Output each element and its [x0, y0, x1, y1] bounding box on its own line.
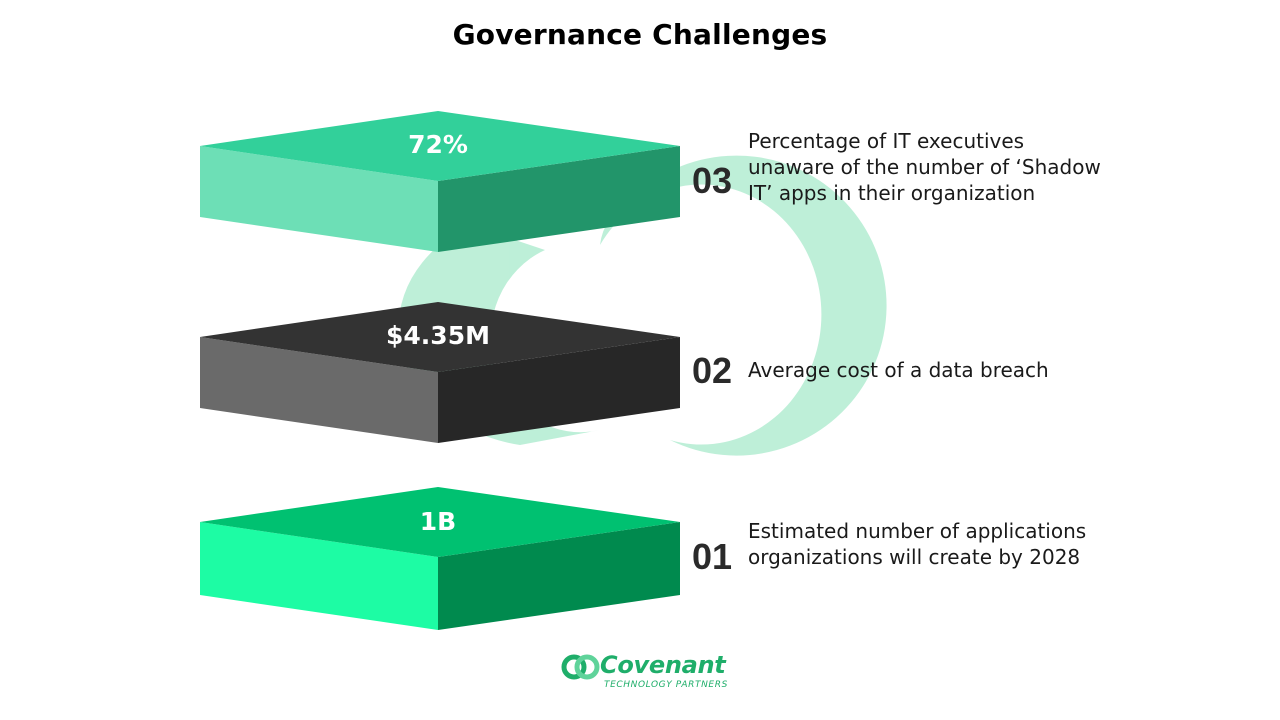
watermark-ring-right [600, 155, 887, 456]
tier-02-top-face [200, 302, 680, 372]
tier-01-right-face [438, 522, 680, 630]
tier-01-number: 01 [692, 536, 733, 577]
tier-02-description: Average cost of a data breach [748, 358, 1049, 382]
tier-01-left-face [200, 522, 438, 630]
tier-03-top-face [200, 111, 680, 181]
tier-03-number: 03 [692, 160, 733, 201]
tier-02-value: $4.35M [386, 321, 490, 350]
tier-02-number: 02 [692, 350, 733, 391]
tier-02-block: $4.35M [200, 302, 680, 443]
tier-03-left-face [200, 146, 438, 252]
tier-01-top-face [200, 487, 680, 557]
tier-02-left-face [200, 337, 438, 443]
tier-03-block: 72% [200, 111, 680, 252]
tier-02-right-face [438, 337, 680, 443]
tier-01-description: Estimated number of applications organiz… [748, 519, 1087, 569]
tier-03-value: 72% [408, 130, 468, 159]
tier-01-value: 1B [420, 507, 456, 536]
tier-01-block: 1B [200, 487, 680, 630]
logo-name: Covenant [600, 651, 726, 679]
covenant-logo-icon [561, 654, 600, 680]
logo-tagline: TECHNOLOGY PARTNERS [604, 680, 728, 690]
tier-03-description: Percentage of IT executives unaware of t… [748, 129, 1101, 205]
tier-03-right-face [438, 146, 680, 252]
page-title: Governance Challenges [452, 18, 828, 51]
